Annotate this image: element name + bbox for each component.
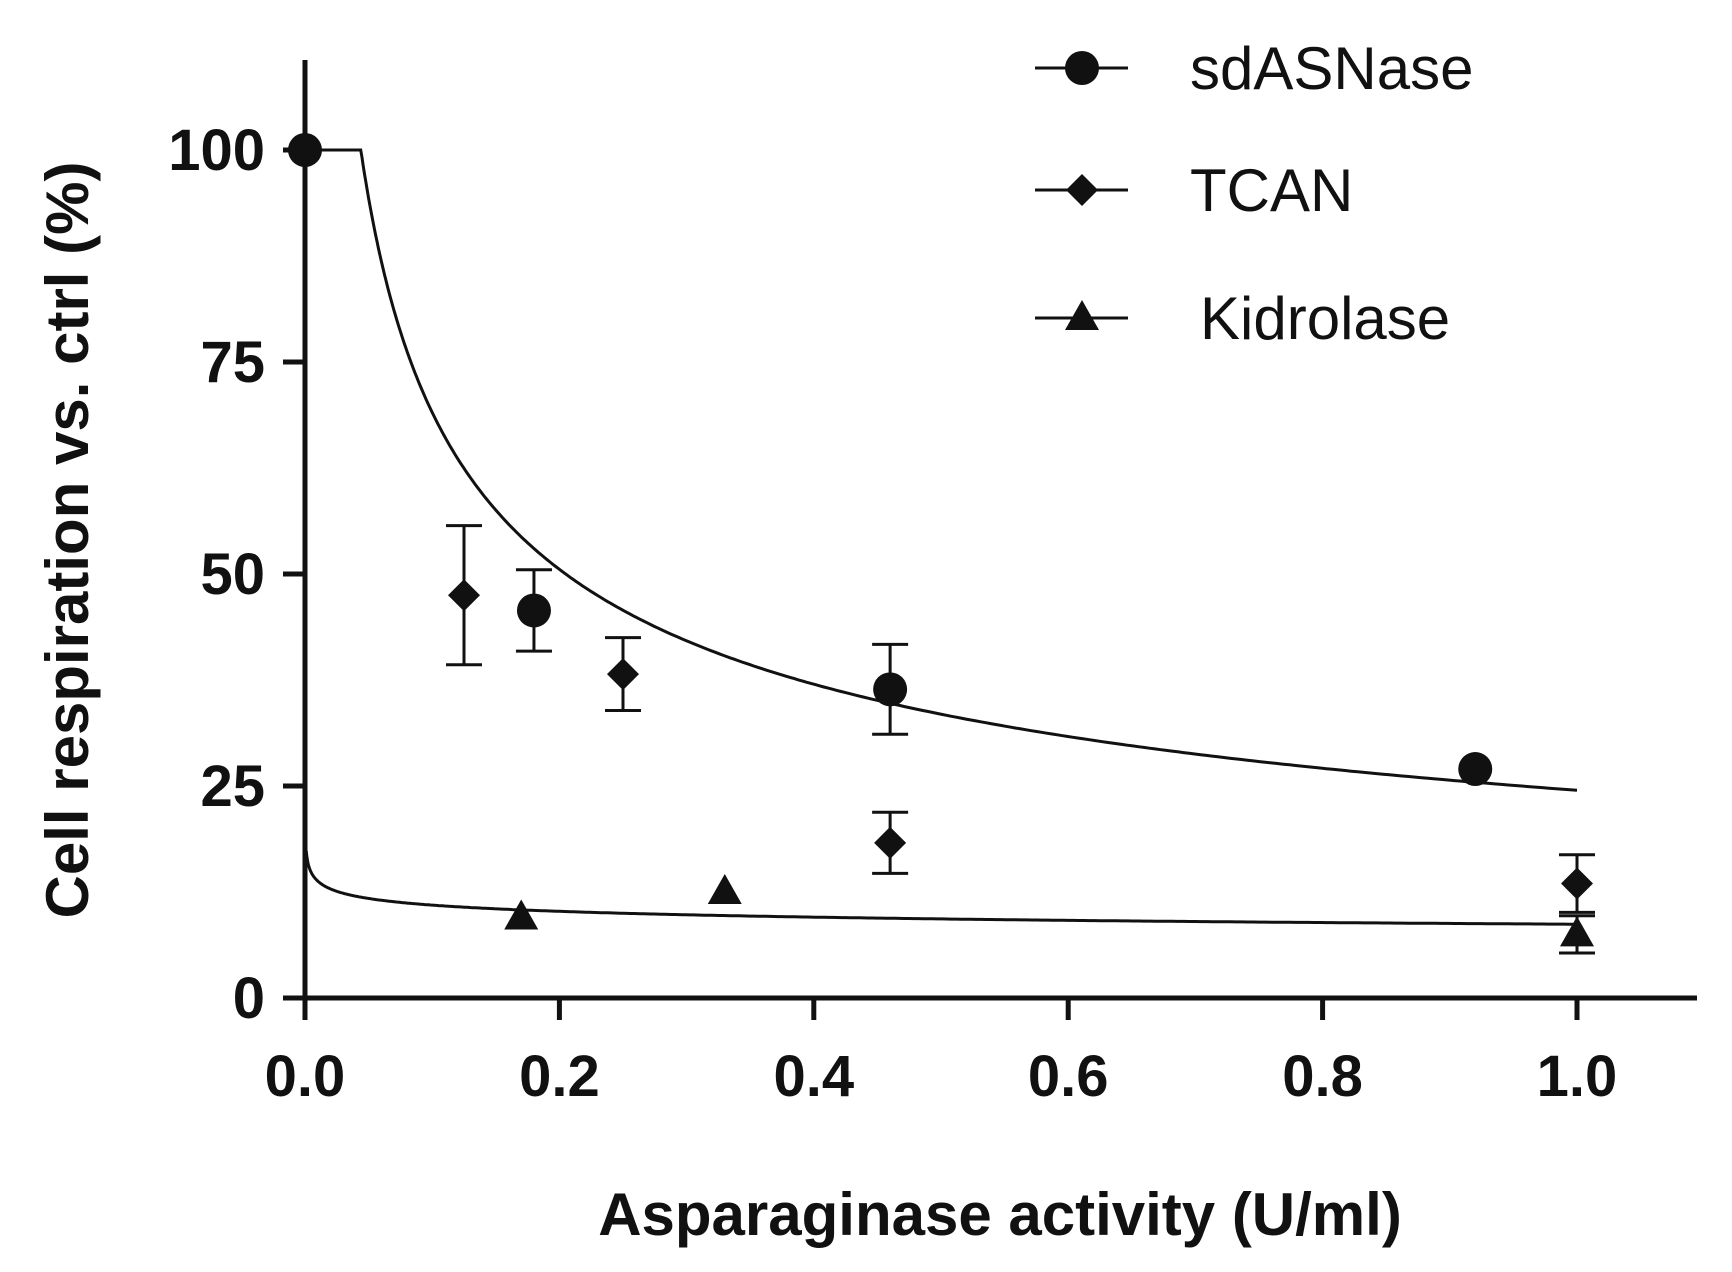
data-points	[288, 133, 1594, 947]
x-tick-label: 0.6	[1028, 1044, 1109, 1109]
y-tick-label: 100	[168, 118, 265, 183]
legend-label: sdASNase	[1190, 35, 1473, 102]
y-tick-label: 75	[200, 330, 265, 395]
fit-curve-kidrolase	[304, 850, 1577, 926]
legend-marker-kidrolase	[1065, 300, 1099, 330]
x-tick-label: 0.2	[519, 1044, 600, 1109]
x-tick-label: 0.8	[1282, 1044, 1363, 1109]
point-tcan	[607, 658, 639, 691]
legend-marker-tcan	[1066, 174, 1098, 206]
axes	[302, 60, 1697, 1001]
error-bars	[446, 524, 1595, 955]
x-tick-label: 0.4	[773, 1044, 854, 1109]
point-sdasnase	[1458, 752, 1493, 787]
x-tick-label: 0.0	[265, 1044, 346, 1109]
point-tcan	[448, 579, 480, 612]
x-axis-title: Asparaginase activity (U/ml)	[598, 1181, 1402, 1248]
point-sdasnase	[873, 672, 908, 707]
legend: sdASNase TCAN Kidrolase	[1035, 35, 1473, 352]
point-kidrolase	[1560, 916, 1594, 947]
fit-curves	[304, 148, 1578, 926]
y-axis-title: Cell respiration vs. ctrl (%)	[34, 162, 101, 919]
fit-curve-sdasnase	[305, 148, 1578, 792]
point-tcan	[1561, 867, 1593, 900]
legend-label: Kidrolase	[1200, 285, 1450, 352]
y-tick-label: 0	[233, 966, 265, 1031]
point-tcan	[874, 826, 907, 859]
y-tick-label: 25	[200, 754, 265, 819]
legend-marker-sdasnase	[1065, 51, 1099, 85]
point-kidrolase	[504, 899, 539, 930]
point-tcan	[289, 134, 321, 166]
x-tick-label: 1.0	[1537, 1044, 1618, 1109]
point-sdasnase	[516, 593, 551, 628]
legend-label: TCAN	[1190, 157, 1353, 224]
y-tick-label: 50	[200, 542, 265, 607]
ticks: 0.0 0.2 0.4 0.6 0.8 1.0 0 25 50 75 100	[168, 118, 1617, 1109]
point-kidrolase	[707, 874, 742, 904]
